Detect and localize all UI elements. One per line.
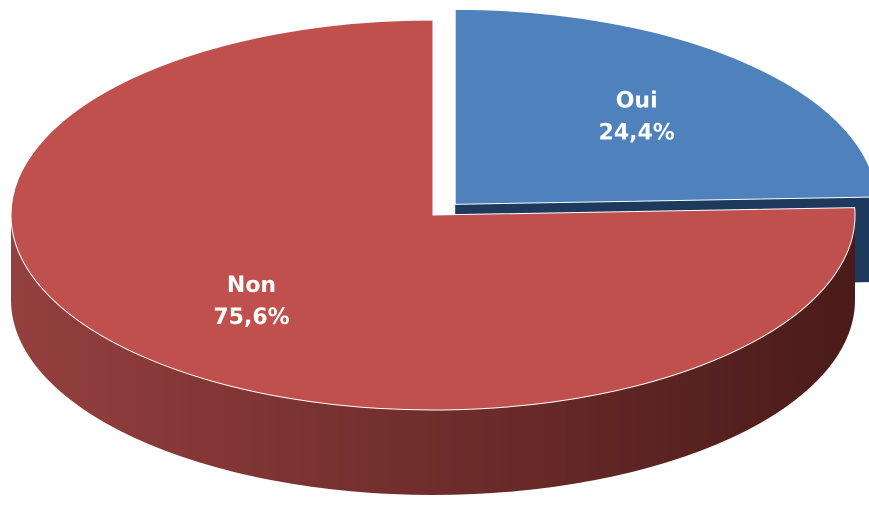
slice-value-label: 75,6%	[213, 305, 289, 330]
slice-label: Non	[227, 273, 276, 298]
slice-top	[10, 19, 856, 411]
slice-side	[11, 215, 855, 495]
slice-label: Oui	[616, 88, 658, 113]
slice-value-label: 24,4%	[599, 120, 675, 145]
slice	[10, 19, 856, 495]
slice-top	[454, 8, 869, 205]
